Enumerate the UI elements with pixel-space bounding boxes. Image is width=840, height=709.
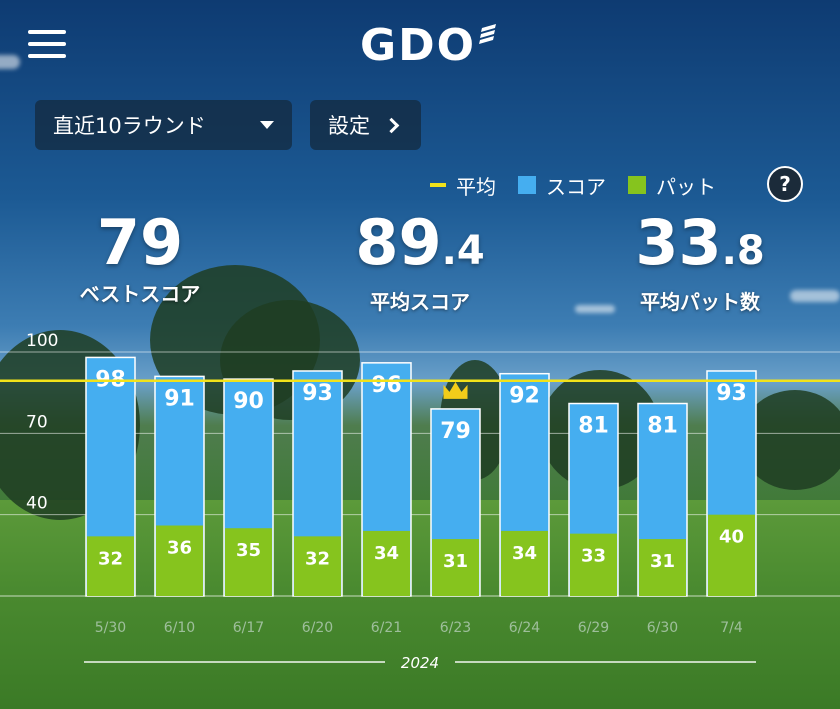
putt-bar xyxy=(708,514,755,596)
hamburger-menu-icon[interactable] xyxy=(28,30,68,60)
putt-bar xyxy=(639,539,686,596)
chevron-right-icon xyxy=(383,117,400,133)
putt-bar xyxy=(225,528,272,596)
help-icon[interactable]: ? xyxy=(767,166,803,202)
putt-bar xyxy=(156,525,203,596)
score-value-label: 96 xyxy=(371,373,402,398)
score-value-label: 93 xyxy=(716,381,747,406)
caret-down-icon xyxy=(260,121,274,129)
best-score-label: ベストスコア xyxy=(79,282,201,306)
putt-value-label: 36 xyxy=(167,538,192,559)
legend-score-label: スコア xyxy=(546,174,606,199)
y-tick-label: 70 xyxy=(26,412,48,432)
putt-bar xyxy=(363,530,410,596)
putt-bar xyxy=(294,536,341,596)
putt-value-label: 34 xyxy=(374,543,399,564)
score-value-label: 93 xyxy=(302,381,333,406)
date-tick-label: 6/20 xyxy=(302,620,333,636)
average-score-dec: .4 xyxy=(441,228,485,274)
date-tick-label: 6/21 xyxy=(371,620,402,636)
score-value-label: 79 xyxy=(440,419,471,444)
average-score-label: 平均スコア xyxy=(370,290,470,314)
round-range-dropdown[interactable]: 直近10ラウンド xyxy=(35,100,292,150)
legend-score: スコア xyxy=(518,171,606,200)
score-value-label: 92 xyxy=(509,384,540,409)
average-score-stat: 89.4 平均スコア xyxy=(340,210,500,315)
putt-bar xyxy=(501,530,548,596)
date-tick-label: 5/30 xyxy=(95,620,126,636)
crown-icon xyxy=(443,381,468,399)
date-tick-label: 6/17 xyxy=(233,620,264,636)
chart-legend: 平均 スコア パット xyxy=(430,170,738,200)
average-swatch xyxy=(430,183,446,187)
settings-button[interactable]: 設定 xyxy=(310,100,421,150)
round-range-label: 直近10ラウンド xyxy=(53,114,206,138)
logo-text: GDO xyxy=(360,19,477,71)
average-score-int: 89 xyxy=(355,206,442,279)
putt-value-label: 33 xyxy=(581,546,606,567)
putt-value-label: 40 xyxy=(719,527,744,548)
putt-bar xyxy=(570,533,617,596)
best-score-stat: 79 ベストスコア xyxy=(60,210,220,307)
putt-value-label: 31 xyxy=(650,551,675,572)
average-putt-int: 33 xyxy=(635,206,722,279)
best-score-value: 79 xyxy=(96,206,184,279)
settings-label: 設定 xyxy=(328,114,370,138)
y-tick-label: 100 xyxy=(26,331,58,351)
date-tick-label: 6/10 xyxy=(164,620,195,636)
putt-bar xyxy=(432,539,479,596)
top-bar: GDO xyxy=(0,0,840,90)
putt-value-label: 34 xyxy=(512,543,537,564)
score-swatch xyxy=(518,176,536,194)
putt-value-label: 32 xyxy=(98,548,123,569)
logo-stripes-icon xyxy=(479,24,497,44)
gdo-logo: GDO xyxy=(360,19,498,71)
date-tick-label: 6/29 xyxy=(578,620,609,636)
legend-putt: パット xyxy=(628,171,716,200)
score-putt-bar-chart: 407010098325/3091366/1090356/1793326/209… xyxy=(0,331,840,672)
average-putt-label: 平均パット数 xyxy=(640,290,760,314)
score-value-label: 91 xyxy=(164,386,195,411)
average-score-value: 89.4 xyxy=(340,210,500,284)
date-tick-label: 6/24 xyxy=(509,620,541,636)
putt-swatch xyxy=(628,176,646,194)
putt-value-label: 32 xyxy=(305,548,330,569)
controls-row: 直近10ラウンド 設定 xyxy=(35,100,421,150)
date-tick-label: 6/30 xyxy=(647,620,678,636)
date-tick-label: 7/4 xyxy=(720,620,743,636)
y-tick-label: 40 xyxy=(26,494,48,514)
date-tick-label: 6/23 xyxy=(440,620,471,636)
average-putt-dec: .8 xyxy=(721,228,765,274)
legend-putt-label: パット xyxy=(656,174,716,199)
average-putt-value: 33.8 xyxy=(620,210,780,284)
score-value-label: 81 xyxy=(647,414,678,439)
year-label: 2024 xyxy=(401,654,439,672)
score-value-label: 81 xyxy=(578,414,609,439)
average-putt-stat: 33.8 平均パット数 xyxy=(620,210,780,315)
putt-value-label: 31 xyxy=(443,551,468,572)
legend-average: 平均 xyxy=(430,171,496,200)
putt-value-label: 35 xyxy=(236,540,261,561)
legend-average-label: 平均 xyxy=(456,174,496,199)
putt-bar xyxy=(87,536,134,596)
score-value-label: 90 xyxy=(233,389,264,414)
